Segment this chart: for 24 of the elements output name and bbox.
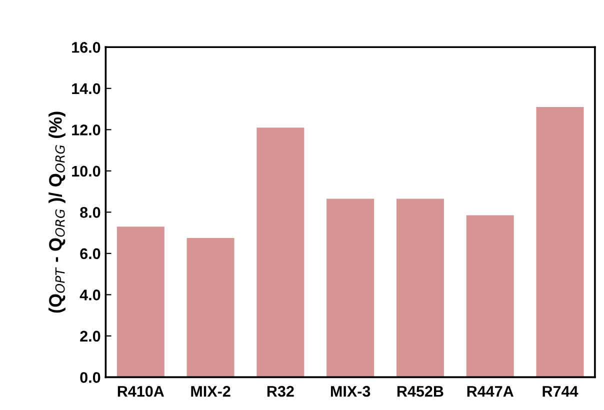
y-tick-label: 4.0 [80, 290, 100, 300]
x-tick-label: R744 [542, 386, 578, 397]
x-tick-label: R447A [467, 386, 514, 397]
bar [536, 106, 584, 378]
y-tick-label: 6.0 [80, 248, 100, 260]
y-tick-label: 8.0 [80, 207, 100, 218]
y-tick-label: 2.0 [80, 330, 100, 342]
y-tick-label: 10.0 [72, 166, 100, 177]
x-tick-label: R452B [397, 386, 444, 397]
bar [116, 226, 164, 378]
x-tick-label: MIX-2 [191, 386, 230, 397]
y-axis-title: (Q$_{OPT}$ - Q$_{ORG}$ )/ Q$_{ORG}$ (%) [48, 112, 66, 313]
bar [256, 128, 304, 378]
bar [186, 238, 234, 378]
y-tick-label: 0.0 [80, 372, 100, 383]
bar [396, 198, 444, 378]
x-tick-label: MIX-3 [330, 386, 370, 397]
y-tick-label: 14.0 [72, 83, 100, 94]
bar [326, 198, 374, 378]
y-tick-label: 16.0 [72, 42, 100, 53]
x-tick-label: R410A [118, 386, 164, 397]
x-tick-label: R32 [267, 386, 294, 397]
y-tick-label: 12.0 [72, 124, 100, 136]
bar [466, 215, 514, 378]
